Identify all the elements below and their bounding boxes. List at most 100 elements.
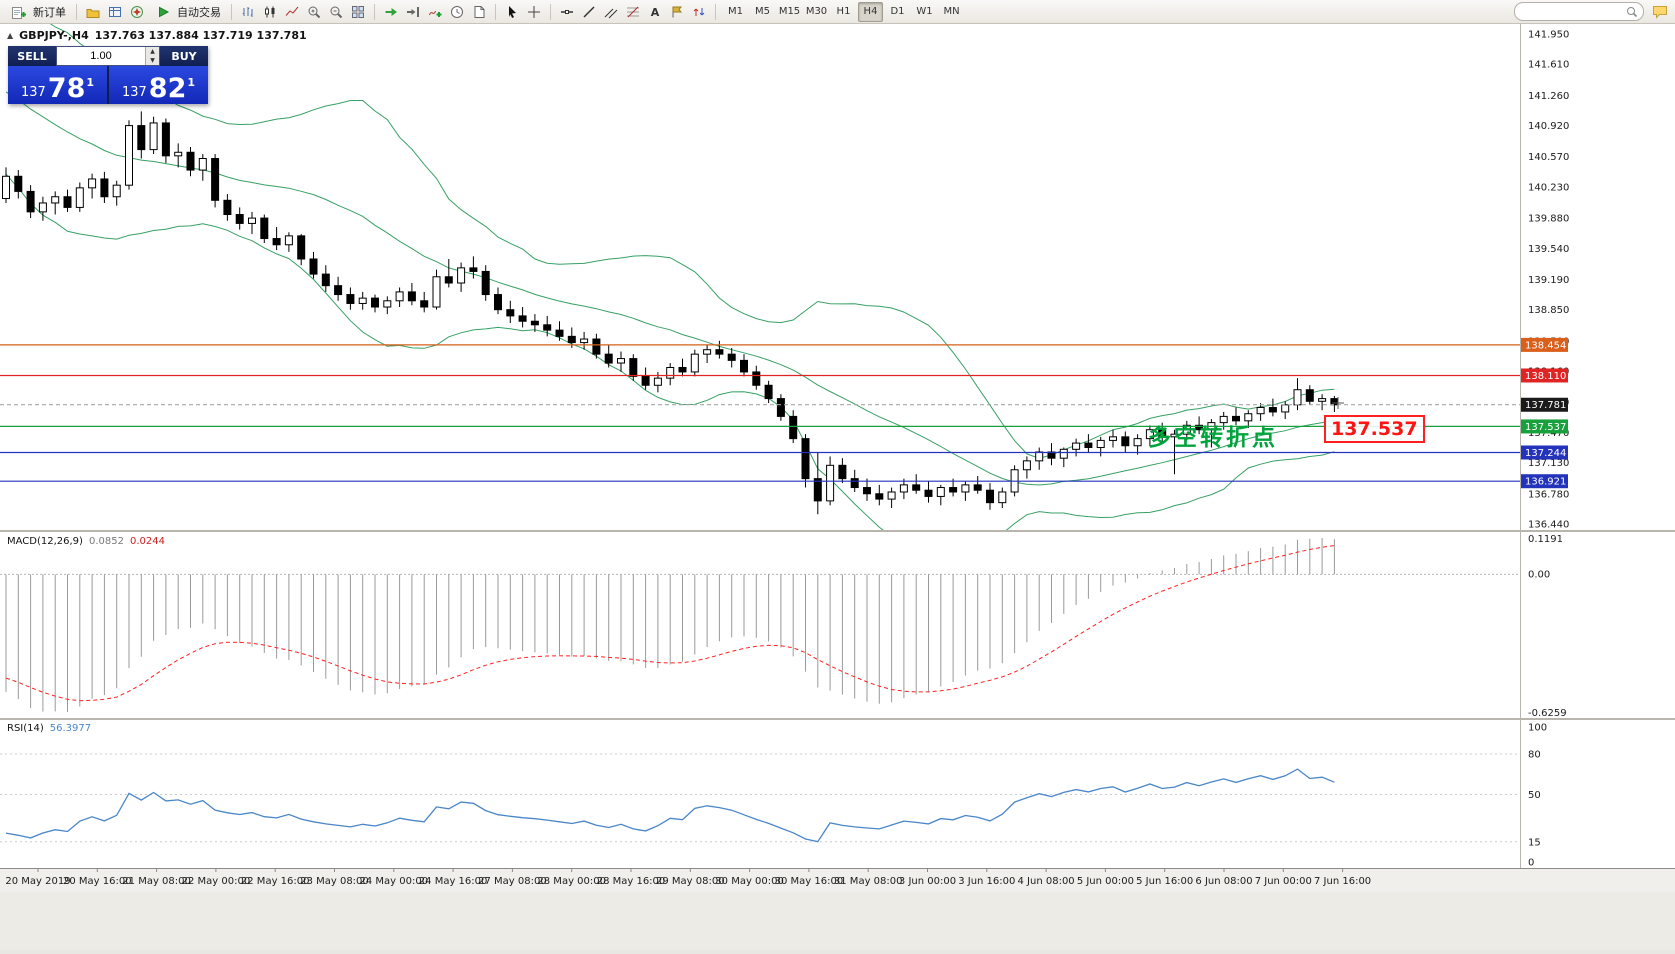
rsi-tick-label: 80 xyxy=(1528,750,1541,761)
svg-text:A: A xyxy=(651,6,660,19)
buy-price-sup: 1 xyxy=(187,76,196,89)
profiles-button[interactable] xyxy=(83,2,103,22)
rsi-tick-label: 50 xyxy=(1528,790,1541,801)
navigator-button[interactable] xyxy=(127,2,147,22)
fibonacci-icon xyxy=(627,6,639,17)
timeframe-button-mn[interactable]: MN xyxy=(943,6,960,17)
timeframe-button-m5[interactable]: M5 xyxy=(755,6,770,17)
timeframe-button-m30[interactable]: M30 xyxy=(805,6,828,17)
buy-button[interactable]: BUY xyxy=(160,46,208,66)
chart-header: ▲ GBPJPY-,H4 137.763 137.884 137.719 137… xyxy=(7,29,307,42)
line-chart-button[interactable] xyxy=(282,2,302,22)
bands-layer xyxy=(5,24,1335,530)
zoom-in-button[interactable] xyxy=(304,2,324,22)
candlestick-chart-button[interactable] xyxy=(260,2,280,22)
macd-tick-label: 0.1191 xyxy=(1528,534,1563,545)
volume-down-icon[interactable]: ▼ xyxy=(146,56,159,65)
arrows-tool-button[interactable] xyxy=(689,2,709,22)
equidistant-channel-icon xyxy=(604,8,618,18)
new-order-label: 新订单 xyxy=(33,5,66,19)
time-axis xyxy=(0,869,1675,892)
fibonacci-button[interactable] xyxy=(623,2,643,22)
time-label: 3 Jun 00:00 xyxy=(899,876,956,887)
trendline-button[interactable] xyxy=(579,2,599,22)
templates-icon xyxy=(474,5,485,18)
price-tag xyxy=(1521,419,1568,434)
bar-chart-button[interactable] xyxy=(238,2,258,22)
volume-up-icon[interactable]: ▲ xyxy=(146,47,159,56)
panel-separator[interactable] xyxy=(0,718,1675,720)
periods-button[interactable] xyxy=(447,2,467,22)
templates-button[interactable] xyxy=(469,2,489,22)
timeframe-button-h1[interactable]: H1 xyxy=(836,6,851,17)
macd-header: MACD(12,26,9) 0.0852 0.0244 xyxy=(7,536,165,547)
price-tick-label: 139.880 xyxy=(1528,214,1569,225)
text-tool-button[interactable]: A xyxy=(645,2,665,22)
search-input[interactable] xyxy=(1520,5,1623,18)
rsi-header: RSI(14) 56.3977 xyxy=(7,723,91,734)
chart-shift-button[interactable] xyxy=(403,2,423,22)
zoom-out-button[interactable] xyxy=(326,2,346,22)
time-label: 5 Jun 16:00 xyxy=(1136,876,1193,887)
market-watch-button[interactable] xyxy=(105,2,125,22)
rsi-layer xyxy=(0,753,1520,843)
price-tag-label: 137.781 xyxy=(1525,400,1566,411)
candlestick-chart-icon xyxy=(265,6,275,17)
sell-price-button[interactable]: 137 78 1 xyxy=(8,66,107,104)
toolbar-separator xyxy=(715,3,716,20)
macd-value-signal: 0.0244 xyxy=(129,536,165,547)
chat-icon xyxy=(1653,5,1667,19)
price-tick-label: 138.850 xyxy=(1528,305,1569,316)
timeframe-button-d1[interactable]: D1 xyxy=(890,6,905,17)
timeframe-button-m1[interactable]: M1 xyxy=(728,6,743,17)
toolbar-separator xyxy=(550,3,551,20)
indicators-button[interactable] xyxy=(425,2,445,22)
price-tick-label: 141.260 xyxy=(1528,91,1569,102)
autotrading-button[interactable]: 自动交易 xyxy=(149,2,225,22)
price-tick-label: 137.130 xyxy=(1528,458,1569,469)
chart-background xyxy=(0,24,1675,892)
search-box[interactable] xyxy=(1514,2,1644,21)
time-label: 3 Jun 16:00 xyxy=(958,876,1015,887)
rsi-label: RSI(14) xyxy=(7,723,44,734)
indicators-icon xyxy=(429,10,442,17)
new-order-button[interactable]: 新订单 xyxy=(5,2,70,22)
auto-scroll-icon xyxy=(385,7,397,16)
timeframe-button-h4[interactable]: H4 xyxy=(858,1,883,22)
crosshair-button[interactable] xyxy=(524,2,544,22)
price-tag xyxy=(1521,474,1568,489)
sell-button[interactable]: SELL xyxy=(8,46,56,66)
profiles-icon xyxy=(86,8,100,18)
timeframe-button-w1[interactable]: W1 xyxy=(916,6,933,17)
navigator-icon xyxy=(131,5,143,18)
trade-panel-collapse-arrow[interactable]: ▲ xyxy=(7,31,14,40)
chat-button[interactable] xyxy=(1650,2,1670,22)
toolbar-separator xyxy=(374,3,375,20)
toolbar-separator xyxy=(495,3,496,20)
bar-chart-icon xyxy=(242,6,253,17)
horizontal-line-button[interactable] xyxy=(557,2,577,22)
tile-windows-button[interactable] xyxy=(348,2,368,22)
time-label: 23 May 08:00 xyxy=(300,876,369,887)
label-tool-button[interactable] xyxy=(667,2,687,22)
trade-panel-top-row: SELL ▲ ▼ BUY xyxy=(8,46,208,66)
timeframe-button-m15[interactable]: M15 xyxy=(778,6,801,17)
cursor-button[interactable] xyxy=(502,2,522,22)
time-label: 6 Jun 08:00 xyxy=(1195,876,1252,887)
auto-scroll-button[interactable] xyxy=(381,2,401,22)
timeframe-group: M1 M5 M15 M30 H1 H4 D1 W1 MN xyxy=(722,1,965,22)
time-label: 5 Jun 00:00 xyxy=(1077,876,1134,887)
candles-layer xyxy=(2,111,1339,515)
periods-icon xyxy=(451,5,463,18)
chart-annotation-text[interactable]: 多空转折点 xyxy=(1148,425,1278,451)
time-label: 30 May 00:00 xyxy=(715,876,784,887)
panel-separator[interactable] xyxy=(0,530,1675,532)
chart-annotation-price-label[interactable]: 137.537 xyxy=(1324,415,1425,443)
volume-spinner[interactable]: ▲ ▼ xyxy=(145,47,159,65)
equidistant-channel-button[interactable] xyxy=(601,2,621,22)
volume-input[interactable] xyxy=(57,47,145,65)
time-label: 29 May 08:00 xyxy=(656,876,725,887)
macd-label: MACD(12,26,9) xyxy=(7,536,83,547)
buy-price-button[interactable]: 137 82 1 xyxy=(109,66,208,104)
